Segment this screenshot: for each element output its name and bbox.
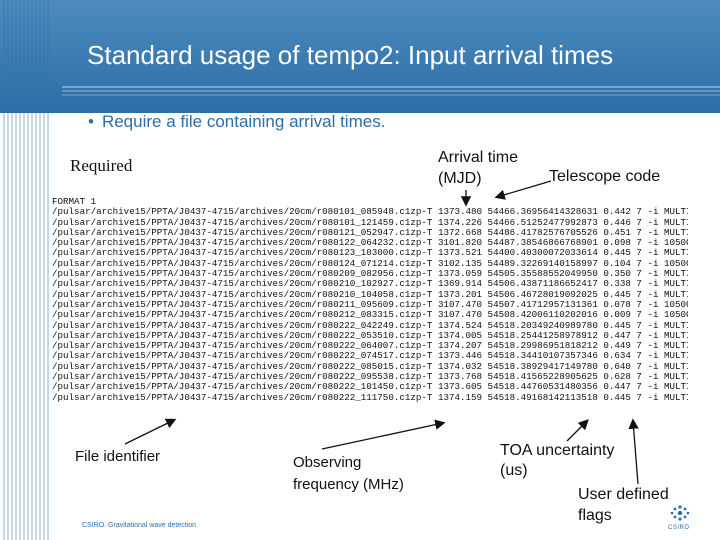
tim-row: /pulsar/archive15/PPTA/J0437-4715/archiv…	[52, 298, 688, 310]
arrow-toa-uncertainty	[566, 419, 589, 442]
title-bar	[0, 0, 720, 113]
tim-row: /pulsar/archive15/PPTA/J0437-4715/archiv…	[52, 329, 688, 341]
tim-row: /pulsar/archive15/PPTA/J0437-4715/archiv…	[52, 391, 688, 403]
label-required: Required	[70, 156, 133, 175]
arrow-telescope-code	[494, 180, 552, 200]
side-stripe-decoration	[3, 0, 49, 540]
arrow-user-flags	[628, 418, 639, 485]
bullet-point: • Require a file containing arrival times…	[88, 112, 385, 132]
tim-row: /pulsar/archive15/PPTA/J0437-4715/archiv…	[52, 350, 688, 362]
arrow-observing-frequency	[321, 419, 446, 450]
label-arrival-time-unit: (MJD)	[438, 170, 482, 187]
bullet-dot-icon: •	[88, 112, 94, 131]
bullet-text: Require a file containing arrival times.	[101, 112, 386, 131]
tim-row: /pulsar/archive15/PPTA/J0437-4715/archiv…	[52, 226, 688, 238]
tim-row: /pulsar/archive15/PPTA/J0437-4715/archiv…	[52, 319, 688, 331]
slide-title: Standard usage of tempo2: Input arrival …	[87, 40, 614, 70]
label-arrival-time: Arrival time	[438, 149, 519, 166]
footer-text: CSIRO. Gravitational wave detection	[82, 522, 196, 529]
tim-row: /pulsar/archive15/PPTA/J0437-4715/archiv…	[52, 371, 688, 383]
tim-row: /pulsar/archive15/PPTA/J0437-4715/archiv…	[52, 268, 688, 280]
tim-row: /pulsar/archive15/PPTA/J0437-4715/archiv…	[52, 340, 688, 352]
label-observing: Observing	[293, 454, 362, 471]
tim-row: /pulsar/archive15/PPTA/J0437-4715/archiv…	[52, 257, 688, 269]
label-file-identifier: File identifier	[75, 448, 161, 465]
tim-row: /pulsar/archive15/PPTA/J0437-4715/archiv…	[52, 247, 688, 259]
tim-row: /pulsar/archive15/PPTA/J0437-4715/archiv…	[52, 278, 688, 290]
tim-row: /pulsar/archive15/PPTA/J0437-4715/archiv…	[52, 309, 688, 321]
tim-row: /pulsar/archive15/PPTA/J0437-4715/archiv…	[52, 206, 688, 218]
tim-row: /pulsar/archive15/PPTA/J0437-4715/archiv…	[52, 237, 688, 249]
tim-row: /pulsar/archive15/PPTA/J0437-4715/archiv…	[52, 381, 688, 393]
label-telescope-code: Telescope code	[549, 168, 661, 185]
label-user-flags: flags	[578, 507, 612, 524]
tim-row: /pulsar/archive15/PPTA/J0437-4715/archiv…	[52, 288, 688, 300]
tim-row: /pulsar/archive15/PPTA/J0437-4715/archiv…	[52, 216, 688, 228]
tim-row: /pulsar/archive15/PPTA/J0437-4715/archiv…	[52, 360, 688, 372]
logo-wordmark: CSIRO	[668, 525, 690, 531]
label-toa-uncertainty: TOA uncertainty	[500, 442, 615, 459]
title-decoration-lines	[62, 86, 720, 96]
label-toa-uncertainty-unit: (us)	[500, 462, 528, 479]
label-observing-frequency: frequency (MHz)	[293, 476, 404, 493]
arrow-file-identifier	[124, 418, 177, 445]
tim-header-line: FORMAT 1	[52, 197, 97, 207]
label-user-defined: User defined	[578, 486, 669, 503]
tim-file-listing: FORMAT 1/pulsar/archive15/PPTA/J0437-471…	[52, 197, 688, 419]
csiro-logo-icon	[670, 505, 690, 521]
